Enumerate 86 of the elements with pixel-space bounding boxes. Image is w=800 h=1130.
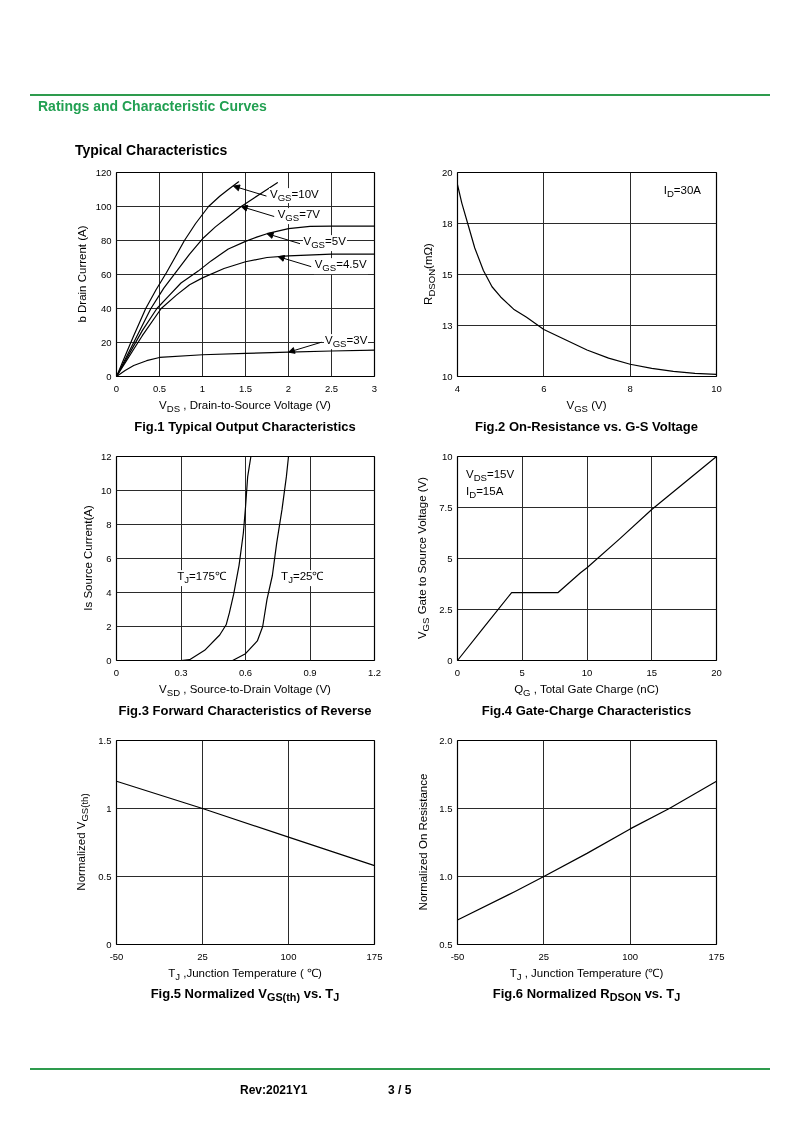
y-tick-label: 60 — [100, 268, 112, 280]
annotation: V$_{DS}$=15V — [465, 468, 516, 484]
y-tick-label: 15 — [441, 268, 453, 280]
y-axis-title: Normalized On Resistance — [417, 773, 431, 911]
x-axis-title: T$_{J}$ , Junction Temperature (℃) — [509, 967, 664, 983]
y-tick-label: 7.5 — [439, 501, 453, 513]
x-tick-label: 10 — [711, 382, 722, 394]
text: 3 / 5 — [388, 1082, 412, 1098]
x-tick-label: 15 — [646, 666, 658, 678]
x-tick-label: 175 — [366, 950, 383, 962]
y-tick-label: 2 — [106, 620, 112, 632]
y-tick-label: 12 — [100, 450, 112, 462]
y-tick-label: 120 — [95, 166, 112, 178]
y-tick-label: 1.5 — [98, 734, 112, 746]
y-tick-label: 0 — [106, 370, 112, 382]
y-axis-title: Is Source Current(A) — [81, 505, 95, 611]
y-tick-label: 10 — [441, 370, 453, 382]
x-tick-label: 6 — [541, 382, 547, 394]
annotation: V$_{GS}$=5V — [302, 235, 347, 252]
y-tick-label: 10 — [100, 484, 112, 496]
x-axis-title: V$_{DS}$ , Drain-to-Source Voltage (V) — [159, 399, 331, 415]
y-tick-label: 1.0 — [439, 870, 453, 882]
text: Fig.6 Normalized R$_{DSON}$ vs. T$_{J}$ — [492, 985, 681, 1005]
text: Ratings and Characteristic Curves — [38, 97, 267, 115]
y-tick-label: 18 — [441, 217, 453, 229]
y-tick-label: 8 — [106, 518, 112, 530]
x-axis-title: Q$_{G}$ , Total Gate Charge (nC) — [514, 683, 659, 699]
x-axis-title: T$_{J}$ ,Junction Temperature ( ℃) — [168, 967, 322, 983]
x-tick-label: 10 — [581, 666, 593, 678]
text: Rev:2021Y1 — [240, 1082, 308, 1098]
annotation: V$_{GS}$=4.5V — [313, 258, 368, 274]
y-tick-label: 2.0 — [439, 734, 453, 746]
y-tick-label: 5 — [447, 552, 453, 564]
y-tick-label: 1 — [106, 802, 112, 814]
text: Fig.2 On-Resistance vs. G-S Voltage — [475, 419, 698, 435]
text: Fig.3 Forward Characteristics of Reverse — [118, 703, 372, 719]
y-tick-label: 100 — [95, 200, 112, 212]
y-tick-label: 20 — [100, 336, 112, 348]
text: Fig.1 Typical Output Characteristics — [134, 419, 356, 435]
y-tick-label: 10 — [441, 450, 453, 462]
y-tick-label: 0 — [447, 654, 453, 666]
x-tick-label: -50 — [109, 950, 124, 962]
y-tick-label: 0.5 — [439, 938, 453, 950]
y-tick-label: 0 — [106, 938, 112, 950]
x-tick-label: 175 — [708, 950, 725, 962]
y-tick-label: 1.5 — [439, 802, 453, 814]
x-tick-label: 20 — [711, 666, 722, 678]
y-tick-label: 13 — [441, 319, 453, 331]
text: Typical Characteristics — [75, 141, 228, 159]
y-tick-label: 2.5 — [439, 603, 453, 615]
x-tick-label: 1.5 — [238, 382, 253, 394]
x-tick-label: -50 — [450, 950, 465, 962]
x-tick-label: 0.5 — [152, 382, 167, 394]
x-axis-title: V$_{GS}$ (V) — [566, 399, 607, 415]
series-label: T$_{J}$=25℃ — [280, 570, 325, 587]
text: Fig.4 Gate-Charge Characteristics — [481, 703, 692, 719]
x-tick-label: 5 — [519, 666, 525, 678]
x-tick-label: 25 — [538, 950, 550, 962]
y-tick-label: 0.5 — [98, 870, 112, 882]
x-tick-label: 8 — [627, 382, 633, 394]
y-tick-label: 6 — [106, 552, 112, 564]
x-tick-label: 3 — [371, 382, 378, 394]
y-tick-label: 80 — [100, 234, 112, 246]
x-tick-label: 1.2 — [367, 666, 382, 678]
y-tick-label: 40 — [100, 302, 112, 314]
x-tick-label: 100 — [280, 950, 297, 962]
y-tick-label: 20 — [441, 166, 453, 178]
y-tick-label: 4 — [106, 586, 112, 598]
annotation: V$_{GS}$=7V — [276, 208, 321, 224]
series-label: T$_{J}$=175℃ — [176, 570, 227, 587]
annotation: V$_{GS}$=10V — [269, 187, 320, 204]
y-tick-label: 0 — [106, 654, 112, 666]
annotation: I$_{D}$=15A — [465, 485, 505, 501]
annotation: I$_{D}$=30A — [662, 184, 702, 200]
x-tick-label: 2.5 — [324, 382, 339, 394]
x-tick-label: 100 — [622, 950, 639, 962]
x-axis-title: V$_{SD}$ , Source-to-Drain Voltage (V) — [159, 683, 331, 699]
x-tick-label: 1 — [199, 382, 206, 394]
x-tick-label: 2 — [285, 382, 292, 394]
x-tick-label: 0.9 — [303, 666, 317, 678]
text: Fig.5 Normalized V$_{GS(th)}$ vs. T$_{J}$ — [150, 985, 340, 1005]
x-tick-label: 0.6 — [238, 666, 253, 678]
annotation: V$_{GS}$=3V — [324, 333, 369, 350]
y-axis-title: b Drain Current (A) — [76, 225, 90, 323]
x-tick-label: 0.3 — [174, 666, 188, 678]
x-tick-label: 25 — [197, 950, 208, 962]
